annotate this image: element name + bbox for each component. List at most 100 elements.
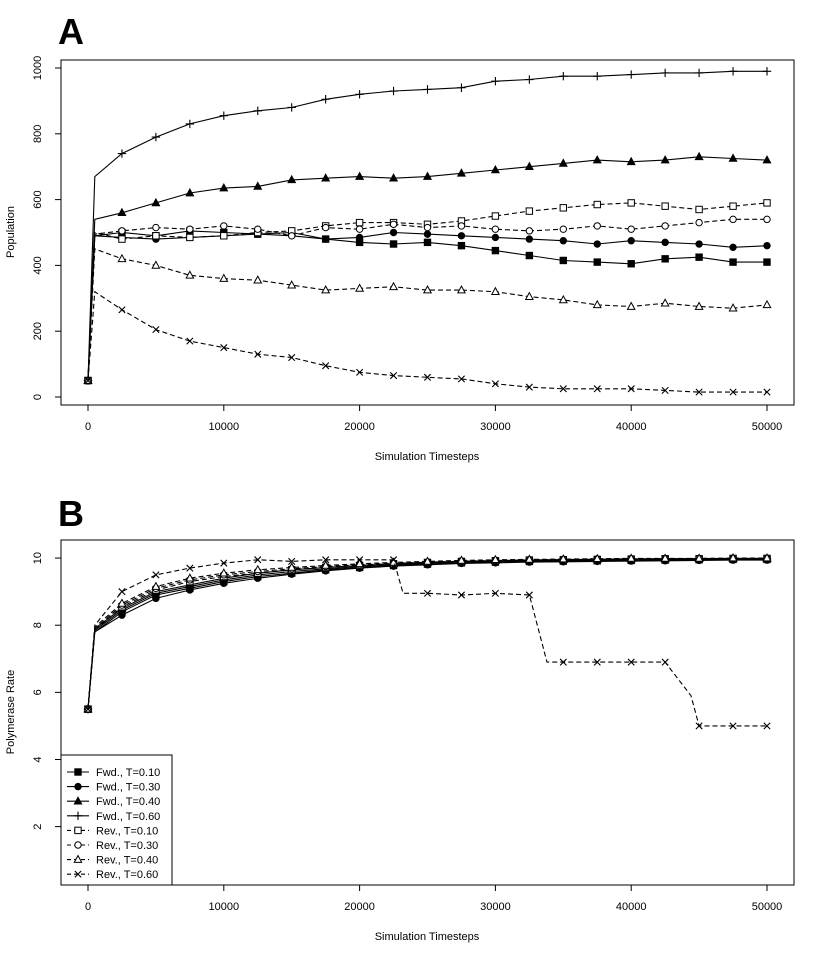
data-point-a-0-12	[457, 241, 466, 250]
data-point-a-1-19	[695, 240, 703, 248]
data-point-a-6-14	[524, 291, 534, 300]
data-point-a-1-14	[525, 235, 534, 243]
data-point-b-7-22	[695, 722, 703, 730]
data-point-a-6-17	[626, 301, 636, 310]
y-tick-label-b-3: 8	[32, 622, 44, 628]
data-point-a-7-19	[695, 388, 703, 396]
data-point-a-3-20	[728, 67, 738, 76]
data-point-a-4-14	[525, 207, 534, 215]
series-a-3	[83, 67, 772, 385]
series-b-7	[84, 556, 771, 730]
data-point-a-6-9	[355, 283, 365, 292]
data-point-b-6-2	[117, 598, 127, 607]
data-point-b-7-24	[763, 722, 771, 730]
data-point-a-7-13	[491, 380, 499, 388]
data-point-b-6-21	[762, 553, 772, 562]
data-point-b-7-2	[118, 588, 126, 596]
y-tick-label-a-1: 200	[32, 322, 44, 340]
legend-label-3: Fwd., T=0.60	[96, 811, 160, 823]
data-point-a-5-2	[118, 227, 126, 235]
legend-item-1: Fwd., T=0.30	[67, 782, 160, 794]
data-point-a-3-15	[559, 72, 568, 81]
data-point-b-6-3	[151, 581, 161, 590]
data-point-a-1-21	[763, 241, 771, 250]
data-point-a-2-17	[626, 156, 636, 166]
data-point-a-5-20	[729, 215, 737, 224]
data-point-a-6-21	[762, 299, 772, 309]
data-point-a-7-8	[322, 362, 330, 370]
data-point-a-2-4	[185, 187, 195, 197]
data-point-a-5-14	[525, 227, 534, 235]
series-group-b	[83, 553, 772, 730]
legend-label-1: Fwd., T=0.30	[96, 782, 160, 794]
series-a-6	[83, 248, 772, 384]
data-point-b-6-11	[422, 556, 433, 565]
data-point-b-7-7	[288, 557, 296, 566]
data-point-a-3-12	[457, 83, 466, 92]
data-point-b-7-13	[457, 591, 466, 599]
data-point-a-2-20	[728, 153, 738, 162]
data-point-a-3-3	[151, 132, 161, 142]
legend-marker-7	[74, 870, 82, 878]
series-line-b-3	[87, 558, 768, 710]
data-point-a-1-12	[457, 232, 466, 240]
data-point-a-0-15	[559, 256, 567, 265]
data-point-a-7-11	[423, 373, 432, 381]
data-point-b-6-18	[660, 553, 670, 562]
data-point-a-1-18	[661, 238, 669, 247]
data-point-b-6-5	[219, 568, 229, 577]
series-line-a-1	[87, 231, 768, 381]
data-point-a-1-11	[423, 230, 432, 238]
data-point-b-6-15	[558, 554, 568, 563]
data-point-a-4-9	[355, 218, 364, 227]
x-axis-title-b: Simulation Timesteps	[375, 931, 480, 943]
data-point-a-3-19	[694, 68, 704, 78]
panel-label-a: A	[58, 11, 84, 52]
data-point-a-4-2	[118, 235, 126, 243]
data-point-a-5-7	[288, 232, 296, 240]
data-point-a-3-2	[117, 149, 127, 158]
data-point-a-1-20	[729, 243, 737, 252]
legend-marker-5	[74, 841, 82, 849]
y-tick-label-a-5: 1000	[32, 56, 44, 80]
x-axis-title-a: Simulation Timesteps	[375, 451, 480, 463]
legend: Fwd., T=0.10 Fwd., T=0.30 Fwd., T=0.40 Fwd.…	[60, 754, 173, 886]
data-point-a-4-18	[661, 202, 669, 210]
data-point-a-1-16	[593, 240, 601, 248]
legend-label-0: Fwd., T=0.10	[96, 767, 160, 779]
x-tick-label-a-0: 0	[85, 421, 91, 433]
data-point-a-3-13	[491, 76, 500, 86]
data-point-a-4-17	[627, 199, 635, 207]
series-b-6	[83, 553, 772, 713]
y-axis-title-b: Polymerase Rate	[5, 670, 17, 754]
data-point-a-3-18	[660, 68, 670, 78]
data-point-a-7-7	[288, 353, 296, 362]
legend-item-0: Fwd., T=0.10	[67, 767, 160, 779]
data-point-b-6-4	[185, 573, 195, 582]
data-point-b-7-8	[322, 556, 330, 564]
y-tick-label-b-1: 4	[32, 756, 44, 762]
data-point-a-0-16	[593, 258, 601, 266]
data-point-b-7-18	[593, 658, 601, 666]
series-line-b-1	[87, 559, 767, 710]
data-point-a-6-15	[558, 294, 568, 304]
data-point-a-7-6	[254, 350, 262, 358]
data-point-b-7-12	[423, 589, 432, 597]
data-point-a-3-6	[253, 106, 262, 115]
data-point-a-2-2	[117, 207, 127, 217]
data-point-a-7-15	[559, 385, 567, 393]
data-point-a-5-9	[355, 225, 364, 233]
series-a-7	[84, 290, 771, 396]
data-point-a-6-3	[151, 260, 161, 269]
data-point-a-7-20	[729, 388, 737, 396]
data-point-a-5-11	[423, 223, 432, 232]
data-point-a-3-10	[389, 86, 398, 96]
data-point-a-6-5	[219, 273, 229, 282]
data-point-a-5-13	[491, 225, 500, 233]
data-point-a-5-19	[695, 218, 703, 227]
data-point-a-7-2	[118, 306, 126, 314]
panel-label-b: B	[58, 493, 84, 534]
data-point-b-6-19	[694, 553, 704, 562]
series-a-2	[83, 151, 772, 384]
